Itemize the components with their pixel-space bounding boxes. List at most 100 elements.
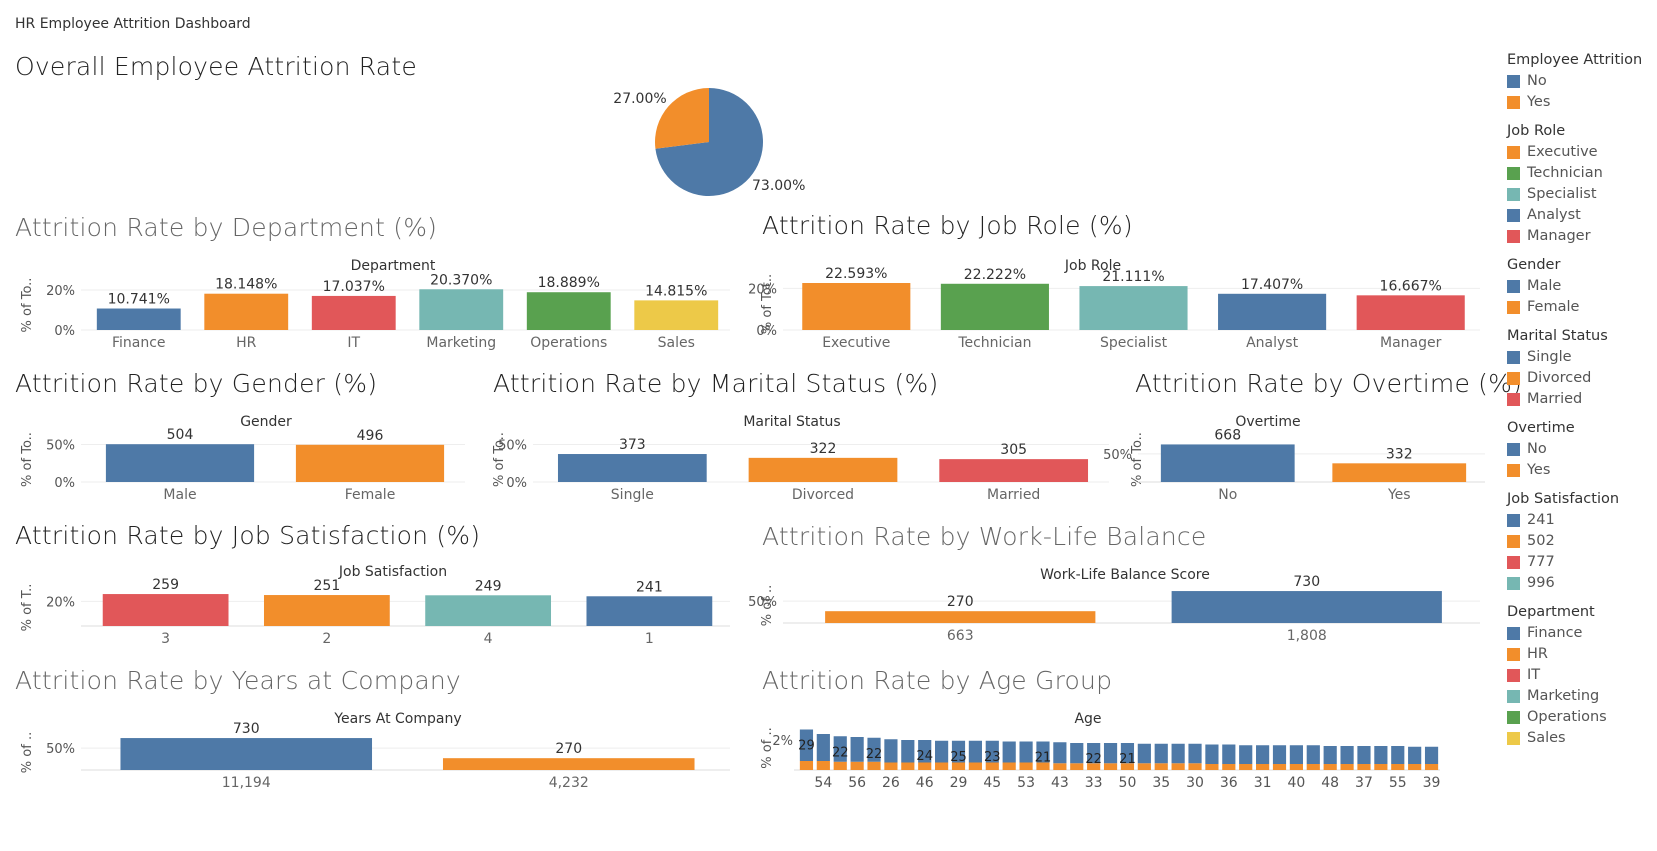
age-bar-yes [985,762,999,770]
legend-item[interactable]: 502 [1507,531,1657,552]
job_satisfaction-data-label: 251 [314,578,341,594]
job-role-title: Attrition Rate by Job Role (%) [762,211,1133,240]
legend-item[interactable]: Manager [1507,226,1657,247]
age-bar-no [1053,742,1067,764]
age-bar-no [935,740,949,763]
marital-bar [939,459,1089,482]
legend-swatch [1507,627,1520,640]
legend-item[interactable]: Single [1507,347,1657,368]
age-bar-no [1087,743,1101,764]
legend-swatch [1507,393,1520,406]
overtime-data-label: 668 [1214,427,1241,443]
department-data-label: 10.741% [108,292,170,308]
pie-label: 73.00% [752,178,805,194]
legend-item[interactable]: IT [1507,665,1657,686]
marital-bar [557,454,707,482]
department-y-tick: 20% [46,284,75,299]
legend-item[interactable]: Analyst [1507,205,1657,226]
legend-item[interactable]: Male [1507,276,1657,297]
legend-item[interactable]: Female [1507,297,1657,318]
department-data-label: 14.815% [645,283,707,299]
age-y-axis-label: % of .. [760,727,775,768]
legend-label: No [1527,73,1547,89]
legend-item[interactable]: 996 [1507,573,1657,594]
age-bar-yes [1424,764,1439,770]
marital-title: Attrition Rate by Marital Status (%) [493,369,939,398]
age-bar-no [1272,745,1287,764]
marital-data-label: 305 [1000,442,1027,458]
marital-y-tick: 0% [506,476,527,491]
work-life-title: Attrition Rate by Work-Life Balance [762,522,1207,551]
overtime-bar [1332,463,1467,482]
legend-item[interactable]: 777 [1507,552,1657,573]
work-life-bar-chart: Work-Life Balance Score % of ..50% 270 663 7… [748,567,1480,644]
legend-item[interactable]: 241 [1507,510,1657,531]
job_role-bar [1356,295,1465,330]
overtime-x-tick: Yes [1387,487,1411,503]
age-bar-yes [1374,764,1388,770]
legend-swatch [1507,732,1520,745]
work_life-axis-header: Work-Life Balance Score [1040,567,1210,583]
legend-item[interactable]: Executive [1507,142,1657,163]
legend-item[interactable]: Divorced [1507,368,1657,389]
years-data-label: 730 [233,721,260,737]
age-bar-no [1408,746,1422,764]
age-bar-no [1205,744,1219,764]
marital-x-tick: Married [987,487,1040,503]
legend-item[interactable]: Married [1507,389,1657,410]
job_role-bar [940,283,1049,330]
age-bar-yes [1002,762,1016,770]
job_satisfaction-y-axis-label: % of T.. [20,584,35,632]
legend-item[interactable]: Technician [1507,163,1657,184]
legend-label: Manager [1527,228,1591,244]
age-x-tick: 26 [882,775,900,791]
job_satisfaction-data-label: 249 [475,578,502,594]
legend-label: Yes [1527,462,1551,478]
legend-item[interactable]: Finance [1507,623,1657,644]
age-data-label: 23 [984,750,1001,765]
age-x-tick: 29 [950,775,968,791]
job_satisfaction-data-label: 259 [152,577,179,593]
legend-item[interactable]: Specialist [1507,184,1657,205]
age-bar-no [1188,743,1202,764]
age-bar-no [1391,746,1405,764]
age-bar-yes [833,761,847,770]
legend-swatch [1507,514,1520,527]
legend-item[interactable]: Marketing [1507,686,1657,707]
legend-item[interactable]: No [1507,439,1657,460]
legend-label: Sales [1527,730,1566,746]
legend-swatch [1507,464,1520,477]
overtime-axis-header: Overtime [1235,414,1300,430]
job-role-bar-chart: Job Role % of Tot..20% 0% 22.593% Executive 2… [748,258,1480,351]
job_role-data-label: 17.407% [1241,277,1303,293]
work_life-bar [825,611,1096,623]
job_role-y-tick: 20% [748,282,777,297]
legend-item[interactable]: Yes [1507,460,1657,481]
legend-item[interactable]: Sales [1507,728,1657,749]
age-bar-no [1239,745,1253,764]
legend-label: 241 [1527,512,1555,528]
age-data-label: 22 [866,747,883,762]
years-axis-header: Years At Company [333,711,461,727]
department-x-tick: HR [236,335,257,351]
legend-item[interactable]: Operations [1507,707,1657,728]
legend-item[interactable]: Yes [1507,92,1657,113]
department-axis-header: Department [351,258,436,274]
job_role-x-tick: Executive [822,335,890,351]
job_role-x-tick: Manager [1380,335,1442,351]
age-stacked-bar-chart: Age % of ..2% 29 22 22 24 25 23 21 22 21 54 56 26 46 29… [760,711,1440,791]
gender-axis-header: Gender [240,414,292,430]
age-bar-no [1154,743,1168,764]
legend-item[interactable]: No [1507,71,1657,92]
marital-data-label: 322 [810,441,837,457]
age-bar-yes [1222,764,1236,770]
age-bar-yes [1019,762,1033,770]
age-bar-no [1424,746,1439,764]
legend-item[interactable]: HR [1507,644,1657,665]
age-bar-no [1222,744,1236,764]
age-x-tick: 55 [1389,775,1407,791]
years-bar-chart: Years At Company % of .. 50% 730 11,194 270 4,… [20,711,730,791]
job_role-bar [1218,293,1327,330]
legend-swatch [1507,556,1520,569]
legend-swatch [1507,209,1520,222]
